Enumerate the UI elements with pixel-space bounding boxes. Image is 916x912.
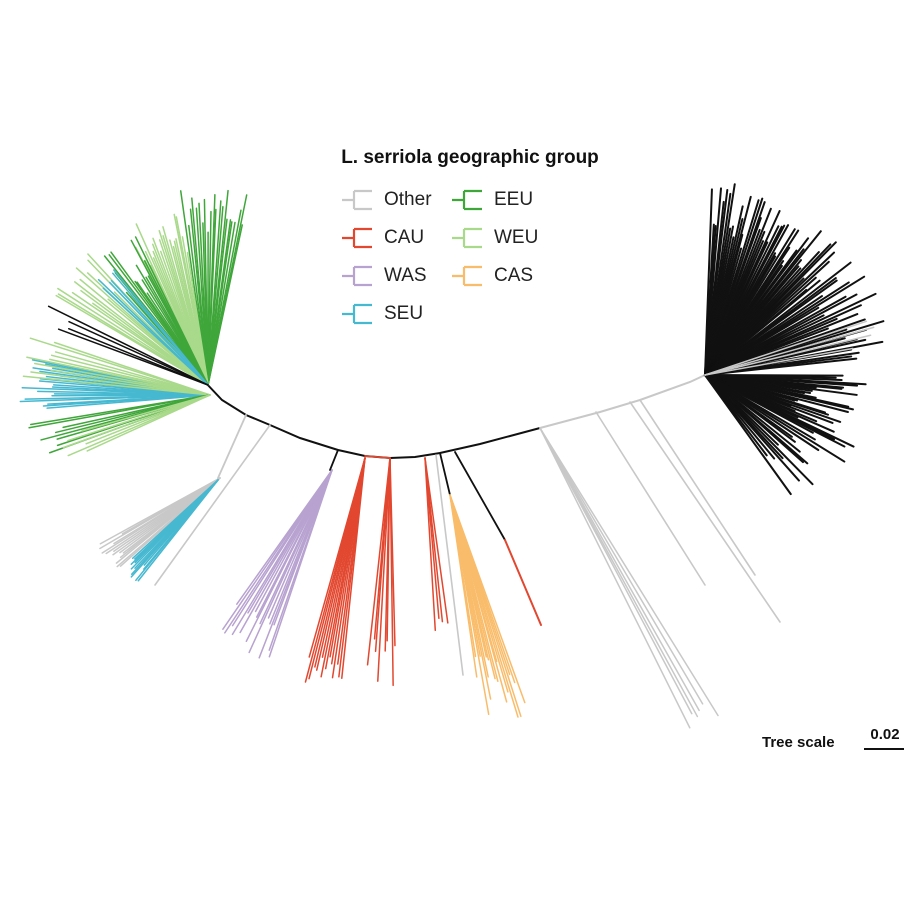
legend-label: EEU (494, 189, 534, 210)
legend-label: WAS (384, 265, 427, 286)
legend-bracket-icon (452, 227, 482, 249)
legend-label: Other (384, 189, 432, 210)
legend-label: CAS (494, 265, 534, 286)
other-branch (704, 334, 872, 376)
legend-label: CAU (384, 227, 425, 248)
seu-branch (97, 278, 209, 386)
tree-branch (217, 414, 247, 479)
cau-branch (308, 457, 366, 658)
legend-bracket-icon (342, 227, 372, 249)
weu-branch (34, 362, 211, 396)
tree-branch (454, 451, 506, 541)
legend-bracket-icon (452, 265, 482, 287)
cau-branch (424, 457, 449, 624)
legend-bracket-icon (342, 189, 372, 211)
cau-branch (366, 457, 391, 666)
other-branch (154, 424, 271, 586)
tree-branch (704, 374, 792, 496)
seu-branch (113, 269, 209, 386)
weu-branch (54, 351, 211, 396)
other-branch (639, 399, 756, 576)
tree-branch (439, 452, 451, 496)
other-branch (539, 427, 691, 729)
other-branch (539, 427, 704, 705)
legend-item-was: WAS (340, 264, 427, 288)
weu-branch (74, 281, 209, 386)
other-branch (704, 320, 868, 376)
weu-branch (67, 394, 211, 442)
other-branch (539, 427, 693, 715)
tree-scale-value: 0.02 (870, 726, 900, 743)
weu-branch (22, 375, 211, 396)
cau-branch (384, 457, 391, 652)
cas-branch (449, 494, 478, 678)
weu-branch (62, 394, 211, 449)
tree-branch (68, 320, 209, 386)
other-branch (435, 454, 464, 676)
other-branch (704, 326, 875, 376)
tree-scale-bar (864, 748, 904, 750)
legend-bracket-icon (452, 189, 482, 211)
cau-branch (424, 457, 437, 632)
eeu-branch (134, 236, 209, 386)
legend-label: SEU (384, 303, 424, 324)
tree-branch (704, 357, 858, 376)
other-branch (595, 411, 706, 586)
weu-branch (186, 251, 209, 386)
legend-item-other: Other (340, 188, 432, 212)
was-branch (231, 469, 333, 636)
tree-backbone (204, 381, 541, 460)
other-branch (629, 401, 781, 623)
cau-branch (364, 455, 391, 459)
legend-label: WEU (494, 227, 539, 248)
legend-bracket-icon (342, 303, 372, 325)
seu-branch (131, 479, 219, 560)
cau-branch (389, 457, 394, 687)
seu-branch (110, 279, 209, 386)
legend-item-cas: CAS (450, 264, 533, 288)
legend-item-weu: WEU (450, 226, 538, 250)
legend-item-eeu: EEU (450, 188, 533, 212)
weu-branch (53, 341, 211, 396)
tree-backbone-grey (539, 374, 706, 429)
legend-item-seu: SEU (340, 302, 423, 326)
other-branch (704, 347, 854, 376)
was-branch (236, 469, 333, 605)
eeu-branch (62, 394, 211, 429)
legend-title: L. serriola geographic group (341, 147, 599, 168)
other-branch (99, 477, 221, 545)
weu-branch (57, 287, 209, 386)
weu-branch (30, 371, 211, 396)
cau-branch (504, 539, 542, 626)
eeu-branch (30, 394, 211, 426)
eeu-branch (207, 224, 244, 386)
legend-bracket-icon (342, 265, 372, 287)
tree-branch (47, 305, 209, 386)
weu-branch (81, 394, 211, 432)
legend-item-cau: CAU (340, 226, 424, 250)
tree-scale-label: Tree scale (762, 734, 835, 751)
other-branch (539, 427, 719, 717)
tree-branch (68, 327, 209, 386)
tree-branch (329, 449, 339, 471)
